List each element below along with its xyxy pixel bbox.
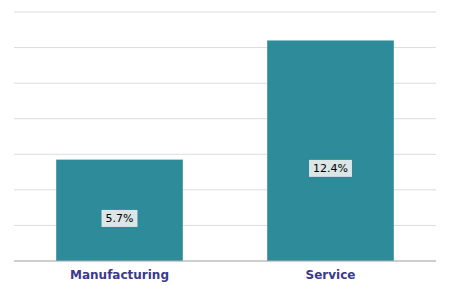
data-label-box: [102, 210, 138, 227]
bars: [56, 40, 394, 261]
bar: [267, 40, 394, 261]
x-axis-line: [14, 261, 436, 262]
page: {"chart_data": {"type": "bar", "categori…: [0, 0, 450, 293]
grid-line: [14, 261, 436, 262]
data-label-box: [309, 160, 352, 177]
data-label-group: 5.7%: [102, 210, 138, 227]
data-label: 12.4%: [313, 162, 348, 175]
data-labels: 5.7% 12.4%: [102, 160, 352, 227]
chart-svg: 5.7% 12.4% Manufacturing Service: [0, 0, 450, 293]
background: [0, 0, 450, 293]
chart-container: 5.7% 12.4% Manufacturing Service: [0, 0, 450, 293]
x-tick-labels: Manufacturing Service: [70, 268, 355, 282]
bar: [56, 160, 183, 261]
data-label-group: 12.4%: [309, 160, 352, 177]
grid-line: [14, 12, 436, 13]
x-tick-label: Manufacturing: [70, 268, 169, 282]
grid: [14, 12, 436, 261]
data-label: 5.7%: [106, 212, 134, 225]
x-tick-label: Service: [306, 268, 356, 282]
